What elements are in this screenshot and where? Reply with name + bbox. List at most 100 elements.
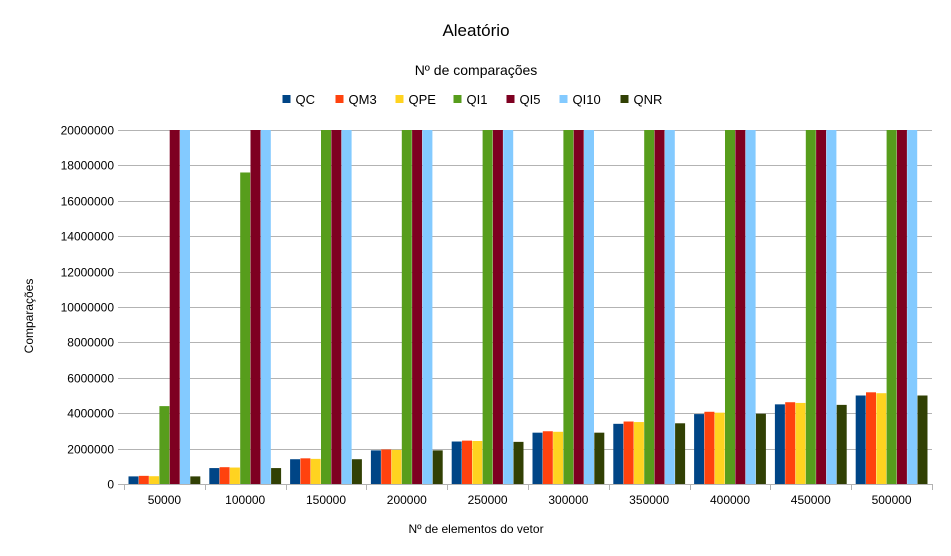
bar-qi1-450000	[805, 130, 816, 484]
legend-swatch-qi10	[559, 95, 568, 103]
bar-qnr-150000	[351, 459, 362, 484]
bar-qi10-500000	[907, 130, 918, 484]
bar-qpe-200000	[391, 449, 402, 484]
bar-qm3-250000	[462, 440, 472, 484]
bar-qc-100000	[209, 468, 220, 484]
legend-label-qnr: QNR	[634, 92, 663, 107]
bar-qpe-250000	[472, 440, 483, 484]
bar-qi10-400000	[745, 130, 756, 484]
legend-swatch-qi5	[506, 95, 515, 103]
bar-qi1-50000	[159, 406, 170, 484]
bar-qi5-300000	[573, 130, 584, 484]
bar-qnr-450000	[836, 404, 847, 484]
bar-qi10-100000	[260, 130, 271, 484]
y-tick-label: 16000000	[61, 195, 115, 209]
bar-qc-200000	[370, 450, 381, 484]
bar-qm3-100000	[219, 467, 230, 484]
bar-qm3-150000	[300, 458, 311, 484]
bar-qi10-200000	[422, 130, 433, 484]
legend-label-qm3: QM3	[349, 92, 377, 107]
bar-qi1-500000	[886, 130, 897, 484]
y-tick-label: 18000000	[61, 159, 115, 173]
x-tick-label: 300000	[548, 493, 588, 507]
x-tick-label: 400000	[710, 493, 750, 507]
legend-label-qc: QC	[296, 92, 316, 107]
x-tick-label: 350000	[629, 493, 669, 507]
legend: QC QM3 QPE QI1 QI5 QI10 QNR	[282, 92, 663, 107]
bar-qpe-100000	[229, 467, 240, 484]
bar-qc-400000	[694, 414, 705, 484]
x-tick-label: 500000	[872, 493, 912, 507]
bar-qc-50000	[128, 476, 139, 484]
bar-qm3-50000	[138, 475, 149, 484]
bar-qnr-400000	[755, 413, 766, 484]
legend-swatch-qnr	[620, 95, 629, 103]
bar-qi1-350000	[644, 130, 655, 484]
bar-qpe-350000	[633, 422, 644, 484]
x-tick-label: 200000	[387, 493, 427, 507]
bar-qi10-300000	[584, 130, 594, 484]
y-axis-title: Comparações	[22, 279, 36, 354]
x-axis-title: Nº de elementos do vetor	[408, 522, 543, 536]
bar-qc-250000	[451, 441, 462, 484]
legend-label-qi5: QI5	[520, 92, 541, 107]
chart-subtitle: Nº de comparações	[415, 62, 538, 78]
bar-qi1-300000	[563, 130, 574, 484]
x-tick-label: 450000	[791, 493, 831, 507]
y-tick-label: 12000000	[61, 266, 115, 280]
bar-qnr-350000	[675, 423, 686, 484]
y-tick-label: 6000000	[67, 372, 114, 386]
bar-qc-300000	[532, 432, 543, 484]
bar-qc-150000	[290, 459, 301, 484]
bar-qi10-350000	[664, 130, 675, 484]
legend-swatch-qpe	[395, 95, 404, 103]
bar-qm3-400000	[704, 411, 715, 484]
bar-qi5-350000	[654, 130, 665, 484]
bar-qi1-150000	[321, 130, 331, 484]
y-tick-label: 14000000	[61, 230, 115, 244]
bar-qnr-300000	[594, 432, 605, 484]
bar-qm3-350000	[623, 421, 634, 484]
bar-qi5-250000	[492, 130, 503, 484]
x-axis: 50000 100000 150000 200000 250000 300000 35000…	[124, 484, 933, 507]
x-tick-label: 250000	[468, 493, 508, 507]
bar-qnr-250000	[513, 441, 524, 484]
bar-qi1-200000	[401, 130, 412, 484]
bar-qpe-400000	[714, 412, 725, 484]
bar-qi5-200000	[412, 130, 423, 484]
bar-qi5-100000	[250, 130, 261, 484]
legend-label-qpe: QPE	[409, 92, 437, 107]
bar-qm3-200000	[381, 449, 392, 484]
bar-qi5-450000	[816, 130, 827, 484]
bar-qpe-150000	[310, 458, 321, 484]
y-tick-label: 10000000	[61, 301, 115, 315]
bar-qm3-500000	[866, 392, 876, 484]
bar-qpe-450000	[795, 402, 806, 484]
bar-qnr-500000	[917, 395, 928, 484]
bars	[128, 130, 928, 485]
bar-qi5-50000	[169, 130, 180, 484]
bar-qnr-100000	[271, 468, 282, 484]
bar-qpe-500000	[876, 393, 887, 484]
y-axis-ticks: 0 2000000 4000000 6000000 8000000 10000000 120…	[61, 124, 115, 492]
bar-qnr-50000	[190, 476, 201, 484]
x-tick-label: 150000	[306, 493, 346, 507]
bar-qi10-450000	[826, 130, 837, 484]
bar-qi5-400000	[735, 130, 746, 484]
x-tick-label: 50000	[148, 493, 182, 507]
legend-swatch-qi1	[453, 95, 462, 103]
bar-qc-450000	[774, 404, 785, 484]
legend-label-qi10: QI10	[573, 92, 601, 107]
y-tick-label: 8000000	[67, 336, 114, 350]
bar-qc-500000	[855, 395, 866, 484]
bar-qi10-50000	[180, 130, 190, 484]
legend-swatch-qc	[282, 95, 291, 103]
bar-qnr-200000	[432, 450, 443, 484]
bar-qc-350000	[613, 423, 624, 484]
bar-qpe-50000	[149, 476, 160, 484]
bar-qi5-150000	[331, 130, 342, 484]
legend-swatch-qm3	[335, 95, 344, 103]
y-tick-label: 4000000	[67, 407, 114, 421]
legend-label-qi1: QI1	[467, 92, 488, 107]
